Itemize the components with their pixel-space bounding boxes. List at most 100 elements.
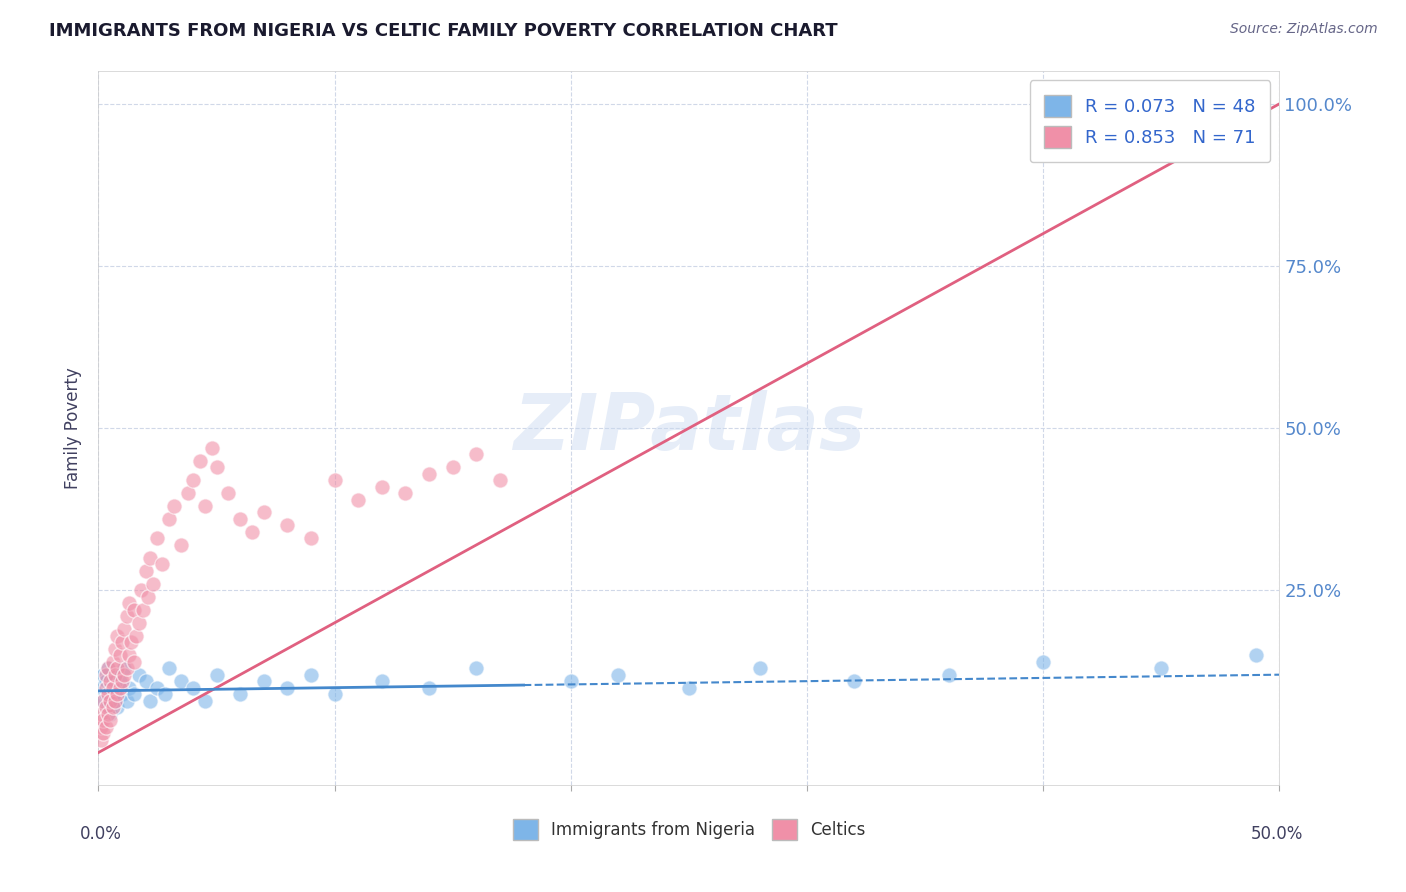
Point — [157, 661, 180, 675]
Point — [94, 667, 117, 681]
Point — [146, 532, 169, 546]
Point — [1150, 661, 1173, 675]
Point — [607, 667, 630, 681]
Text: ZIPatlas: ZIPatlas — [513, 390, 865, 467]
Point — [94, 720, 117, 734]
Point — [108, 674, 131, 689]
Point — [90, 720, 112, 734]
Point — [97, 700, 120, 714]
Point — [115, 661, 138, 675]
Point — [98, 674, 121, 689]
Point — [229, 687, 252, 701]
Point — [91, 726, 114, 740]
Point — [394, 486, 416, 500]
Point — [94, 700, 117, 714]
Point — [229, 512, 252, 526]
Point — [150, 558, 173, 572]
Point — [938, 667, 960, 681]
Point — [170, 674, 193, 689]
Point — [108, 681, 131, 695]
Point — [748, 661, 770, 675]
Point — [163, 499, 186, 513]
Point — [153, 687, 176, 701]
Point — [181, 681, 204, 695]
Point — [98, 693, 121, 707]
Point — [104, 667, 127, 681]
Point — [101, 681, 124, 695]
Point — [105, 687, 128, 701]
Point — [101, 674, 124, 689]
Point — [128, 615, 150, 630]
Point — [188, 453, 211, 467]
Point — [1032, 655, 1054, 669]
Point — [91, 667, 114, 681]
Point — [253, 674, 276, 689]
Point — [98, 681, 121, 695]
Point — [240, 524, 263, 539]
Point — [205, 460, 228, 475]
Point — [111, 635, 134, 649]
Point — [465, 447, 488, 461]
Point — [139, 550, 162, 565]
Point — [323, 687, 346, 701]
Point — [118, 648, 141, 663]
Point — [418, 467, 440, 481]
Point — [678, 681, 700, 695]
Point — [142, 577, 165, 591]
Point — [194, 499, 217, 513]
Point — [105, 700, 128, 714]
Point — [371, 674, 394, 689]
Point — [91, 713, 114, 727]
Point — [371, 479, 394, 493]
Point — [136, 590, 159, 604]
Point — [111, 674, 134, 689]
Point — [347, 492, 370, 507]
Point — [97, 661, 120, 675]
Point — [217, 486, 239, 500]
Point — [560, 674, 582, 689]
Point — [112, 661, 135, 675]
Point — [105, 681, 128, 695]
Point — [101, 655, 124, 669]
Point — [299, 667, 322, 681]
Point — [90, 681, 112, 695]
Point — [170, 538, 193, 552]
Point — [299, 532, 322, 546]
Point — [94, 681, 117, 695]
Text: 0.0%: 0.0% — [80, 825, 122, 843]
Point — [104, 693, 127, 707]
Point — [105, 661, 128, 675]
Text: 50.0%: 50.0% — [1250, 825, 1303, 843]
Point — [91, 693, 114, 707]
Point — [323, 473, 346, 487]
Point — [194, 693, 217, 707]
Point — [90, 706, 112, 721]
Point — [489, 473, 512, 487]
Point — [146, 681, 169, 695]
Point — [253, 506, 276, 520]
Point — [201, 441, 224, 455]
Point — [135, 564, 157, 578]
Point — [115, 609, 138, 624]
Point — [121, 635, 143, 649]
Point — [118, 681, 141, 695]
Point — [104, 693, 127, 707]
Point — [441, 460, 464, 475]
Point — [122, 687, 145, 701]
Point — [276, 518, 298, 533]
Point — [157, 512, 180, 526]
Point — [276, 681, 298, 695]
Point — [105, 629, 128, 643]
Point — [205, 667, 228, 681]
Point — [101, 687, 124, 701]
Point — [135, 674, 157, 689]
Point — [111, 687, 134, 701]
Point — [90, 732, 112, 747]
Point — [128, 667, 150, 681]
Point — [139, 693, 162, 707]
Point — [98, 713, 121, 727]
Point — [118, 596, 141, 610]
Point — [104, 667, 127, 681]
Point — [122, 655, 145, 669]
Point — [108, 648, 131, 663]
